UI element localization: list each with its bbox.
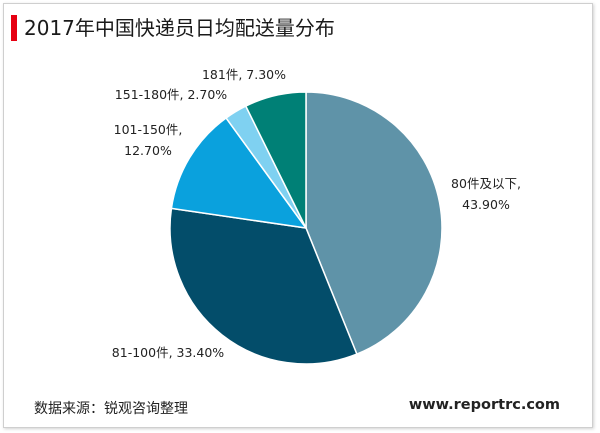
pie-slice-1 <box>305 91 443 355</box>
pie-label-5: 181件, 7.30% <box>202 67 286 82</box>
source-note: 数据来源：锐观咨询整理 <box>34 401 188 417</box>
pie-label-4: 151-180件, 2.70% <box>115 87 228 102</box>
pie-slice-3 <box>170 117 307 229</box>
title-accent-bar <box>11 15 17 41</box>
website-watermark: www.reportrc.com <box>408 397 560 413</box>
pie-labels: 80件及以下, 43.90% 81-100件, 33.40% 101-150件, 12.… <box>112 67 521 360</box>
pie-label-1: 80件及以下, 43.90% <box>451 176 521 212</box>
pie-slices <box>169 91 443 365</box>
pie-slice-2 <box>169 207 358 365</box>
pie-label-3: 101-150件, 12.70% <box>114 122 183 158</box>
chart-title: 2017年中国快递员日均配送量分布 <box>24 16 335 40</box>
pie-slice-5 <box>245 91 307 229</box>
pie-label-2: 81-100件, 33.40% <box>112 345 225 360</box>
